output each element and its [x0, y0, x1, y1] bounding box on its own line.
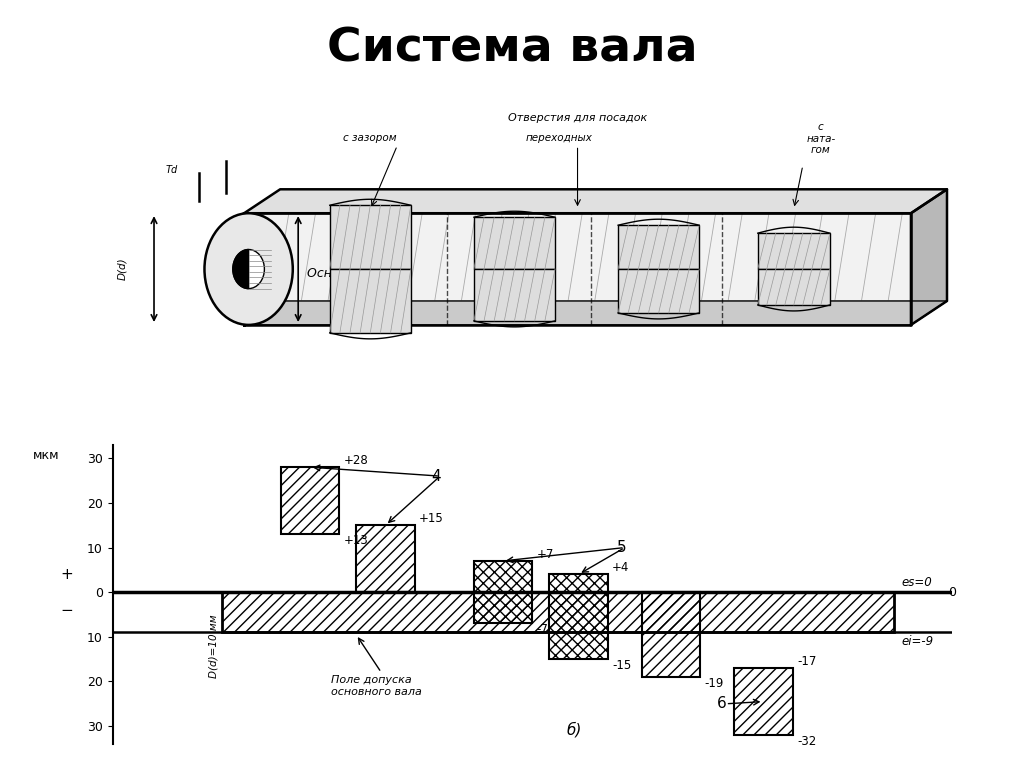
Ellipse shape [232, 249, 264, 288]
Text: 0: 0 [948, 586, 956, 599]
Bar [330, 269, 411, 333]
Bar [330, 206, 411, 269]
Text: -19: -19 [705, 677, 724, 690]
Text: Тd: Тd [166, 166, 178, 176]
Text: -7: -7 [537, 624, 549, 637]
Text: +7: +7 [537, 548, 554, 561]
Text: D(d)=10 мм: D(d)=10 мм [209, 614, 218, 677]
Text: -32: -32 [797, 735, 816, 748]
Text: D(d): D(d) [118, 258, 127, 281]
Bar [618, 269, 699, 313]
Text: 4: 4 [432, 469, 441, 484]
Bar [642, 592, 700, 677]
Text: -15: -15 [612, 659, 632, 672]
Text: -17: -17 [797, 655, 816, 668]
Text: Td: Td [268, 264, 283, 274]
Text: +13: +13 [344, 534, 369, 547]
Text: +4: +4 [612, 561, 630, 574]
Text: б): б) [566, 722, 583, 737]
Bar [222, 592, 894, 632]
Bar [758, 233, 829, 269]
Bar [618, 225, 699, 269]
Text: переходных: переходных [526, 133, 593, 143]
Bar [356, 525, 415, 592]
Text: Поле допуска
основного вала: Поле допуска основного вала [331, 675, 422, 696]
Text: Отверстия для посадок: Отверстия для посадок [508, 114, 647, 123]
Text: Система вала: Система вала [327, 27, 697, 72]
Bar [758, 269, 829, 305]
Bar [474, 269, 555, 321]
Text: мкм: мкм [33, 449, 59, 463]
Polygon shape [911, 189, 947, 325]
Text: es=0: es=0 [902, 575, 933, 588]
Polygon shape [244, 189, 947, 213]
Text: 6: 6 [717, 696, 727, 711]
Bar [474, 217, 555, 269]
Text: 5: 5 [616, 540, 626, 555]
Text: +28: +28 [344, 454, 369, 467]
Text: с зазором: с зазором [343, 133, 397, 143]
Text: −: − [60, 603, 73, 617]
Text: Основной вал: Основной вал [307, 267, 397, 280]
Text: с
ната-
гом: с ната- гом [806, 122, 836, 156]
Text: +: + [60, 567, 73, 582]
Text: +15: +15 [419, 512, 443, 525]
Bar [281, 467, 339, 534]
Bar [549, 574, 608, 659]
Bar [734, 668, 793, 735]
Polygon shape [244, 301, 947, 325]
Text: ei=-9: ei=-9 [902, 634, 934, 647]
Bar [474, 561, 532, 624]
Ellipse shape [205, 213, 293, 325]
Polygon shape [232, 249, 249, 288]
Polygon shape [244, 213, 911, 325]
